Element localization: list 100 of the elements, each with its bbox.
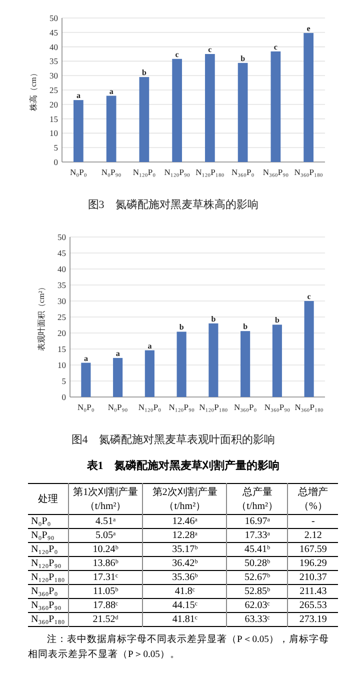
category-label: N₃₆₀P₉₀ [31, 600, 62, 611]
bar [240, 331, 250, 397]
annotation: c [208, 45, 212, 54]
text: 52.85ᵇ [244, 586, 270, 597]
x-tick-label: N₀P₀ [70, 167, 87, 177]
annotation: b [142, 68, 147, 78]
text: 265.53 [299, 600, 327, 611]
text: 注：表中数据肩标字母不同表示差异显著（P＜0.05），肩标字母相同表示差异不显著（P＞0.05）。 [28, 633, 330, 662]
bar [74, 100, 84, 162]
x-tick-label: N₁₂₀P₀ [138, 402, 162, 412]
y-tick-label: 25 [58, 312, 66, 322]
annotation: c [274, 42, 278, 52]
category-label: N₁₂₀P₀ [31, 544, 58, 555]
annotation: a [148, 341, 152, 350]
annotation: e [306, 24, 311, 33]
text: 63.33ᶜ [244, 614, 270, 625]
bar [205, 54, 215, 162]
text: 41.8ᶜ [174, 586, 195, 597]
x-tick-label: N₃₆₀P₀ [231, 167, 254, 177]
bar [113, 358, 123, 397]
text: 图4 氮磷配施对黑麦草表观叶面积的影响 [71, 433, 275, 446]
y-tick-label: 50 [50, 13, 58, 23]
bar [304, 32, 314, 162]
x-tick-label: N₁₂₀P₁₈₀ [199, 402, 228, 412]
text: 167.59 [299, 544, 327, 555]
text: 13.86ᵇ [92, 558, 118, 569]
text: 12.46ᵃ [172, 516, 198, 527]
annotation: a [76, 91, 80, 100]
y-tick-label: 10 [58, 360, 66, 370]
text: 36.42ᵇ [172, 558, 198, 569]
y-tick-label: 35 [58, 280, 66, 290]
category-label: N₀P₉₀ [31, 530, 54, 541]
y-tick-label: 15 [58, 344, 66, 354]
text: 11.05ᵇ [92, 586, 118, 597]
text: 图3 氮磷配施对黑麦草株高的影响 [88, 198, 258, 211]
x-tick-label: N₃₆₀P₁₈₀ [294, 167, 323, 177]
text: 17.31ᶜ [93, 572, 118, 583]
y-tick-label: 10 [50, 128, 58, 138]
x-tick-label: N₃₆₀P₀ [234, 402, 257, 412]
y-tick-label: 5 [62, 376, 66, 386]
annotation: b [274, 316, 280, 325]
y-tick-label: 20 [50, 99, 58, 110]
x-tick-label: N₀P₉₀ [101, 167, 122, 177]
text: 10.24ᵇ [92, 544, 118, 555]
text: 处理 [36, 492, 59, 507]
text: 17.33ᵃ [244, 530, 270, 541]
text: 16.97ᵃ [244, 516, 270, 527]
text: 62.03ᶜ [244, 600, 270, 611]
x-tick-label: N₃₆₀P₁₈₀ [294, 402, 324, 412]
x-tick-label: N₁₂₀P₁₈₀ [196, 167, 224, 177]
text: 17.88ᶜ [93, 600, 118, 611]
x-tick-label: N₁₂₀P₉₀ [164, 167, 190, 177]
annotation: b [243, 322, 248, 332]
bar [106, 96, 116, 162]
annotation: b [211, 314, 216, 324]
annotation: a [109, 86, 114, 96]
y-tick-label: 40 [50, 42, 58, 52]
y-tick-label: 35 [50, 56, 58, 66]
x-tick-label: N₃₆₀P₉₀ [264, 402, 290, 412]
category-label: N₃₆₀P₀ [31, 586, 58, 597]
x-tick-label: N₁₂₀P₉₀ [168, 402, 194, 412]
bar [144, 350, 154, 397]
text: 35.17ᵇ [172, 544, 198, 555]
text: 273.19 [299, 614, 327, 625]
text: 41.81ᶜ [172, 614, 198, 625]
y-axis-title: 表观叶面积（cm²） [37, 282, 46, 352]
y-tick-label: 50 [58, 232, 66, 242]
y-tick-label: 15 [50, 114, 58, 124]
annotation: c [175, 50, 180, 59]
bar [304, 301, 314, 397]
category-label: 第1次刈割产量（t/hm²） [68, 484, 143, 514]
x-tick-label: N₀P₉₀ [108, 402, 128, 412]
text: 35.36ᵇ [172, 572, 198, 583]
text: 12.28ᵃ [172, 530, 198, 541]
annotation: a [84, 354, 88, 363]
bar [176, 332, 186, 397]
text: - [311, 516, 315, 527]
text: 211.43 [300, 586, 327, 597]
category-label: N₃₆₀P₁₈₀ [31, 614, 65, 625]
text: 21.52ᵈ [92, 614, 118, 625]
category-label: 总产量（t/hm²） [226, 484, 288, 514]
y-tick-label: 0 [62, 392, 66, 402]
text: 44.15ᶜ [172, 600, 198, 611]
y-tick-label: 45 [58, 248, 66, 258]
y-tick-label: 30 [50, 70, 58, 81]
annotation: b [240, 54, 246, 63]
y-tick-label: 20 [58, 328, 66, 338]
annotation: b [179, 322, 184, 332]
text: 45.41ᵇ [244, 544, 270, 555]
y-tick-label: 30 [58, 296, 66, 306]
text: 52.67ᵇ [244, 572, 270, 583]
x-tick-label: N₃₆₀P₉₀ [262, 167, 289, 177]
category-label: 第2次刈割产量（t/hm²） [142, 484, 227, 514]
y-tick-label: 45 [50, 27, 58, 38]
bar [272, 324, 282, 397]
bar [81, 362, 91, 397]
annotation: a [116, 348, 120, 358]
bar [270, 51, 281, 162]
category-label: 总增产（%） [288, 484, 338, 514]
annotation: c [307, 292, 312, 301]
